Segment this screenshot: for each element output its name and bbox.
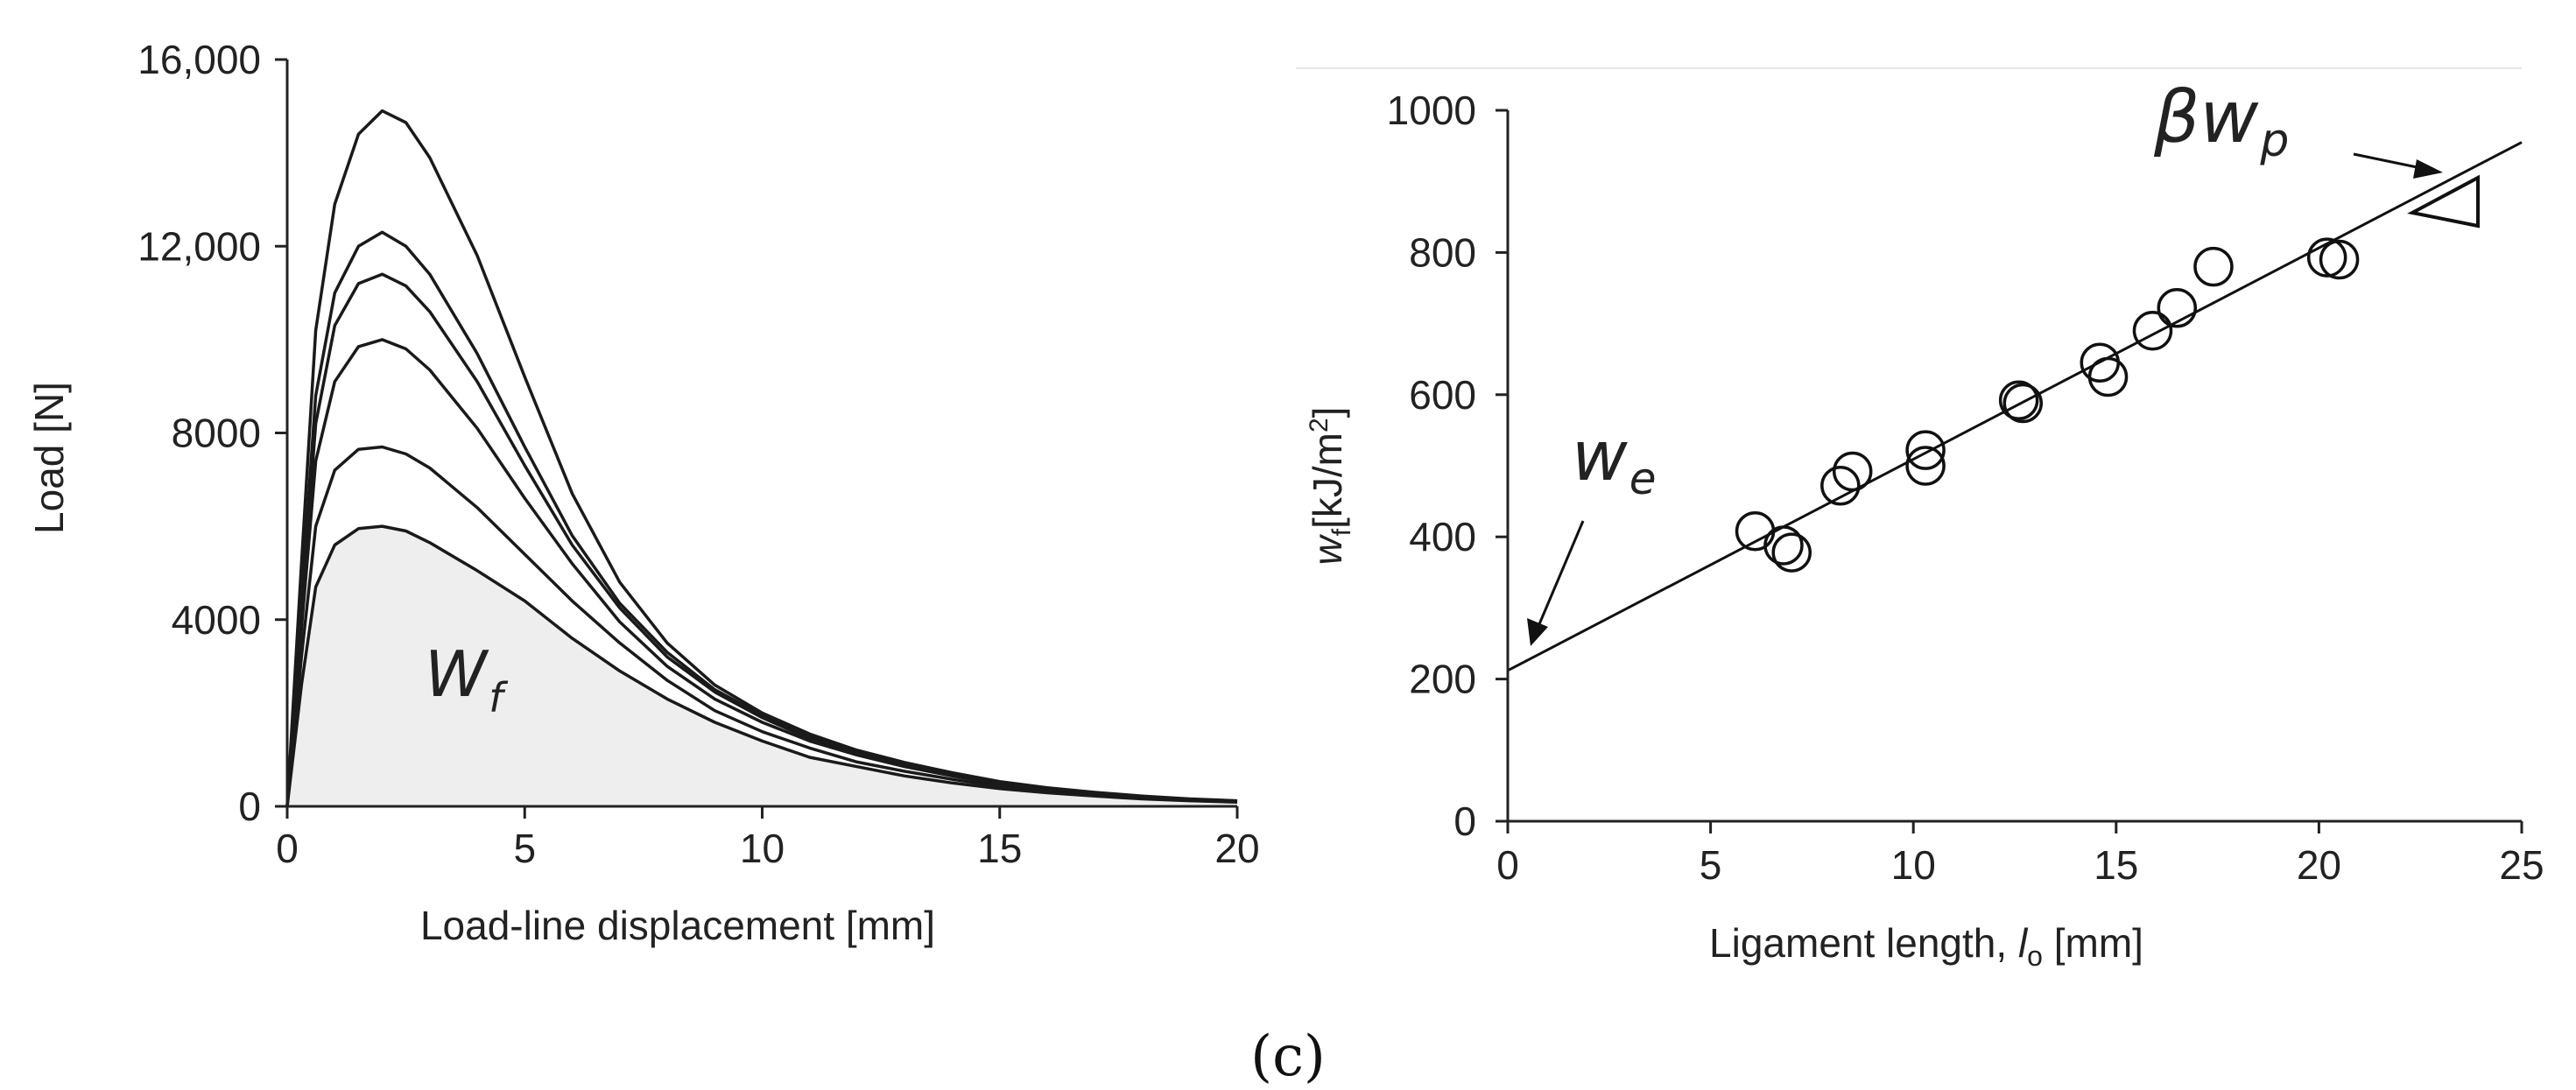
data-point-marker [2306,237,2347,278]
x-axis-label: Load-line displacement [mm] [420,903,935,948]
load-curves [285,109,1238,807]
y-axis-label-symbol: w [1305,533,1350,565]
beta-wp-annotation: βwp [2153,76,2289,167]
y-axis-label-close: ] [1305,407,1350,418]
x-tick-label: 25 [2499,842,2544,888]
y-axis-label-exp: 2 [1305,418,1334,432]
data-point-marker [2132,310,2173,351]
y-axis-label: wf[kJ/m2] [1305,407,1356,566]
beta-symbol: β [2153,76,2199,159]
y-axis-label-unit: [kJ/m [1305,432,1350,529]
y-tick-label: 600 [1409,372,1476,418]
axis-ticks: 0 5 10 15 20 0 4000 8000 12,000 16,000 [137,37,1259,871]
linear-fit-line [1507,141,2523,672]
we-arrow-head [1527,618,1548,646]
we-annotation: we [1572,418,1657,504]
y-tick-label: 16,000 [137,37,261,82]
data-point-marker [1905,430,1946,470]
wp-base: w [2199,76,2259,159]
data-points [1735,237,2360,573]
we-subscript: e [1629,454,1657,504]
data-point-marker [2157,287,2198,328]
x-axis-label-symbol: l [2018,920,2029,966]
x-axis-label-sub: o [2027,940,2043,972]
y-axis-label-sub: f [1327,528,1356,536]
y-tick-label: 8000 [172,411,261,456]
x-tick-label: 20 [1214,826,1259,871]
slope-triangle-icon [2407,174,2480,229]
beta-wp-arrow-shaft [2353,152,2426,171]
data-point-marker [1820,465,1861,506]
x-tick-label: 5 [513,826,536,871]
x-tick-label: 10 [1891,842,1936,888]
work-of-fracture-area [287,526,1237,806]
y-tick-label: 1000 [1387,88,1476,133]
wp-subscript: p [2259,115,2289,167]
data-point-marker [1832,451,1873,492]
y-tick-label: 4000 [172,597,261,643]
x-tick-label: 15 [977,826,1022,871]
beta-wp-arrow-head [2413,159,2443,179]
data-point-marker [1905,446,1946,486]
x-axis-label-main: Ligament length, [1709,920,2018,966]
x-tick-label: 5 [1700,842,1722,888]
data-point-marker [2319,239,2360,280]
y-tick-label: 12,000 [137,223,261,269]
data-point-marker [1735,510,1776,552]
we-base: w [1572,418,1628,496]
we-arrow-shaft [1535,520,1585,631]
axis-ticks: 0 5 10 15 20 25 0 200 400 600 800 1000 [1387,88,2544,888]
x-tick-label: 10 [740,826,785,871]
data-point-marker [2193,246,2234,287]
load-displacement-chart: 0 5 10 15 20 0 4000 8000 12,000 16,000 Load-line … [26,37,1260,948]
wf-base: W [425,637,489,711]
y-axis-label: Load [N] [26,382,72,534]
x-axis-label-unit: [mm] [2043,920,2143,966]
data-point-marker [1998,380,2039,421]
x-tick-label: 15 [2094,842,2138,888]
y-tick-label: 400 [1409,514,1476,559]
ewf-scatter-chart: 0 5 10 15 20 25 0 200 400 600 800 1000 Ligament len… [1296,67,2544,972]
data-point-marker [2002,383,2044,424]
load-curve [285,524,1238,807]
data-point-marker [2087,356,2129,397]
x-tick-label: 0 [276,826,299,871]
y-tick-label: 0 [238,784,261,829]
data-point-marker [1771,532,1812,573]
y-tick-label: 800 [1409,229,1476,275]
y-tick-label: 0 [1453,798,1476,844]
x-tick-label: 0 [1496,842,1519,888]
x-tick-label: 20 [2297,842,2341,888]
load-curve [285,109,1238,807]
figure-caption: (c) [1250,1024,1326,1089]
x-axis-label: Ligament length, lo [mm] [1709,920,2143,972]
data-point-marker [1763,525,1804,566]
y-tick-label: 200 [1409,657,1476,702]
